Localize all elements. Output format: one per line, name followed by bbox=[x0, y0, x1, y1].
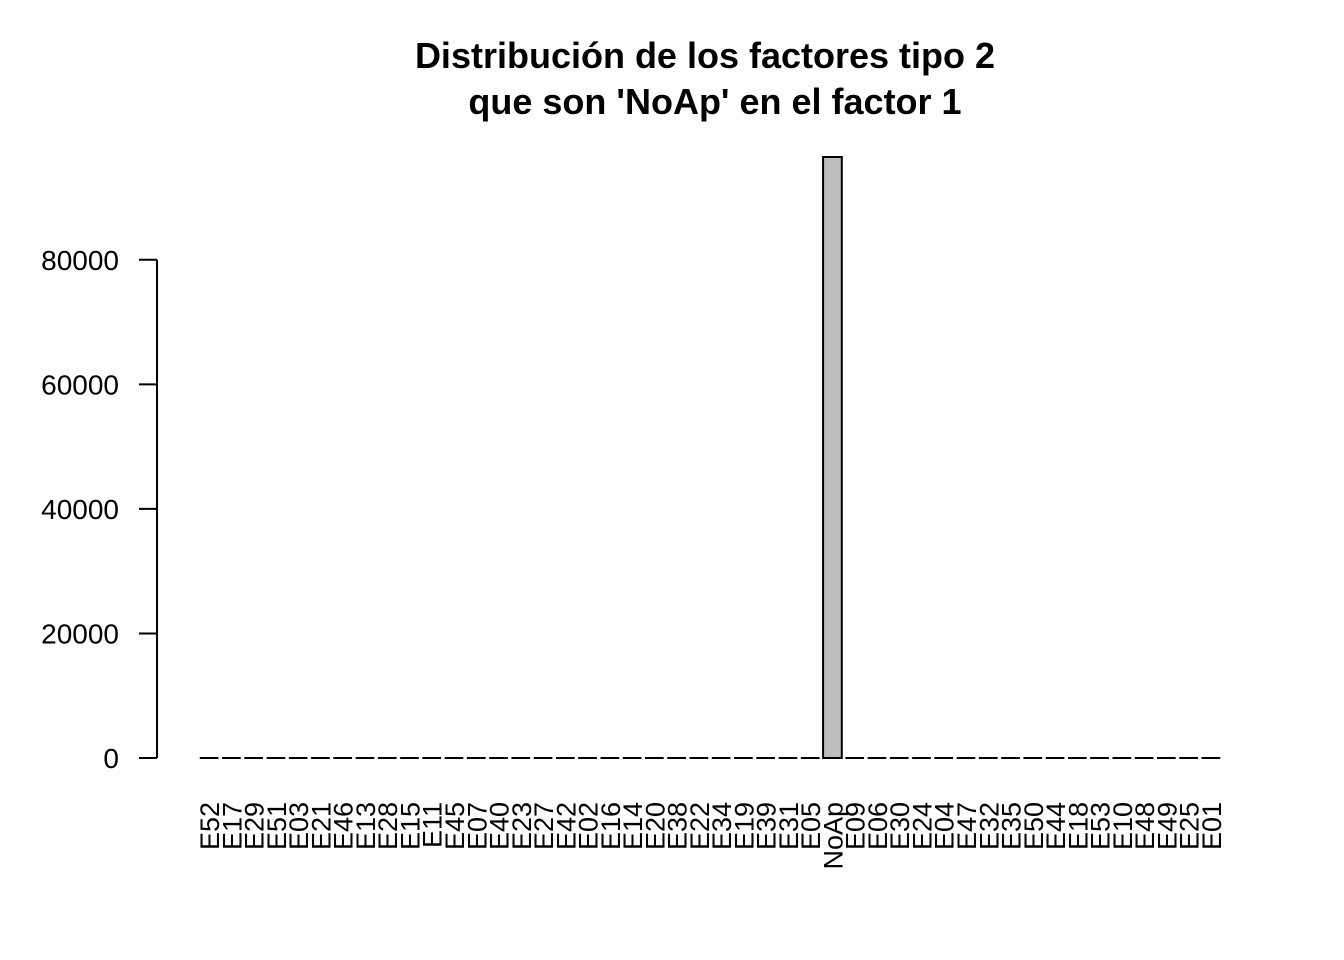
chart-subtitle: que son 'NoAp' en el factor 1 bbox=[468, 81, 961, 122]
x-tick-label: E04 bbox=[930, 802, 960, 850]
x-tick-label: E29 bbox=[240, 802, 270, 850]
x-tick-label: E52 bbox=[195, 802, 225, 850]
x-tick-label: E24 bbox=[907, 802, 937, 850]
x-tick-label: E23 bbox=[507, 802, 537, 850]
x-tick-label: E10 bbox=[1108, 802, 1138, 850]
x-tick-label: E34 bbox=[707, 802, 737, 850]
x-tick-label: E50 bbox=[1019, 802, 1049, 850]
x-tick-label: E47 bbox=[952, 802, 982, 850]
x-tick-label: E22 bbox=[685, 802, 715, 850]
bar bbox=[822, 156, 843, 759]
x-tick-label: E42 bbox=[551, 802, 581, 850]
x-tick-label: E45 bbox=[440, 802, 470, 850]
x-tick-label: E25 bbox=[1175, 802, 1205, 850]
x-tick-label: E01 bbox=[1197, 802, 1227, 850]
x-tick-label: E31 bbox=[774, 802, 804, 850]
x-tick-label: E46 bbox=[329, 802, 359, 850]
x-tick-label: E39 bbox=[752, 802, 782, 850]
x-tick-label: E35 bbox=[997, 802, 1027, 850]
x-tick-label: E38 bbox=[663, 802, 693, 850]
x-tick-label: E30 bbox=[885, 802, 915, 850]
y-tick-label: 40000 bbox=[41, 494, 119, 525]
x-tick-label: E13 bbox=[351, 802, 381, 850]
x-tick-label: E44 bbox=[1041, 802, 1071, 850]
x-tick-label: E49 bbox=[1152, 802, 1182, 850]
x-axis-labels: E52E17E29E51E03E21E46E13E28E15E11E45E07E… bbox=[195, 802, 1227, 870]
x-tick-label: E15 bbox=[395, 802, 425, 850]
y-tick-label: 60000 bbox=[41, 369, 119, 400]
x-tick-label: E14 bbox=[618, 802, 648, 850]
y-tick-label: 20000 bbox=[41, 618, 119, 649]
x-tick-label: E51 bbox=[262, 802, 292, 850]
x-tick-label: E16 bbox=[596, 802, 626, 850]
y-axis: 0 20000 40000 60000 80000 bbox=[41, 245, 158, 774]
x-tick-label: E20 bbox=[640, 802, 670, 850]
x-tick-label: E48 bbox=[1130, 802, 1160, 850]
x-tick-label: E17 bbox=[217, 802, 247, 850]
x-tick-label: E05 bbox=[796, 802, 826, 850]
x-tick-label: E09 bbox=[841, 802, 871, 850]
x-tick-label: E21 bbox=[306, 802, 336, 850]
y-tick-label: 80000 bbox=[41, 245, 119, 276]
x-tick-label: NoAp bbox=[818, 802, 848, 870]
x-tick-label: E40 bbox=[485, 802, 515, 850]
x-tick-label: E07 bbox=[462, 802, 492, 850]
x-tick-label: E02 bbox=[574, 802, 604, 850]
chart-title: Distribución de los factores tipo 2 bbox=[415, 35, 995, 76]
x-tick-label: E32 bbox=[974, 802, 1004, 850]
x-tick-label: E27 bbox=[529, 802, 559, 850]
x-tick-label: E28 bbox=[373, 802, 403, 850]
bars bbox=[199, 156, 1221, 759]
x-tick-label: E18 bbox=[1063, 802, 1093, 850]
y-tick-label: 0 bbox=[103, 743, 119, 774]
x-tick-label: E11 bbox=[418, 802, 448, 848]
x-tick-label: E06 bbox=[863, 802, 893, 850]
x-tick-label: E53 bbox=[1086, 802, 1116, 850]
x-tick-label: E19 bbox=[729, 802, 759, 850]
x-tick-label: E03 bbox=[284, 802, 314, 850]
